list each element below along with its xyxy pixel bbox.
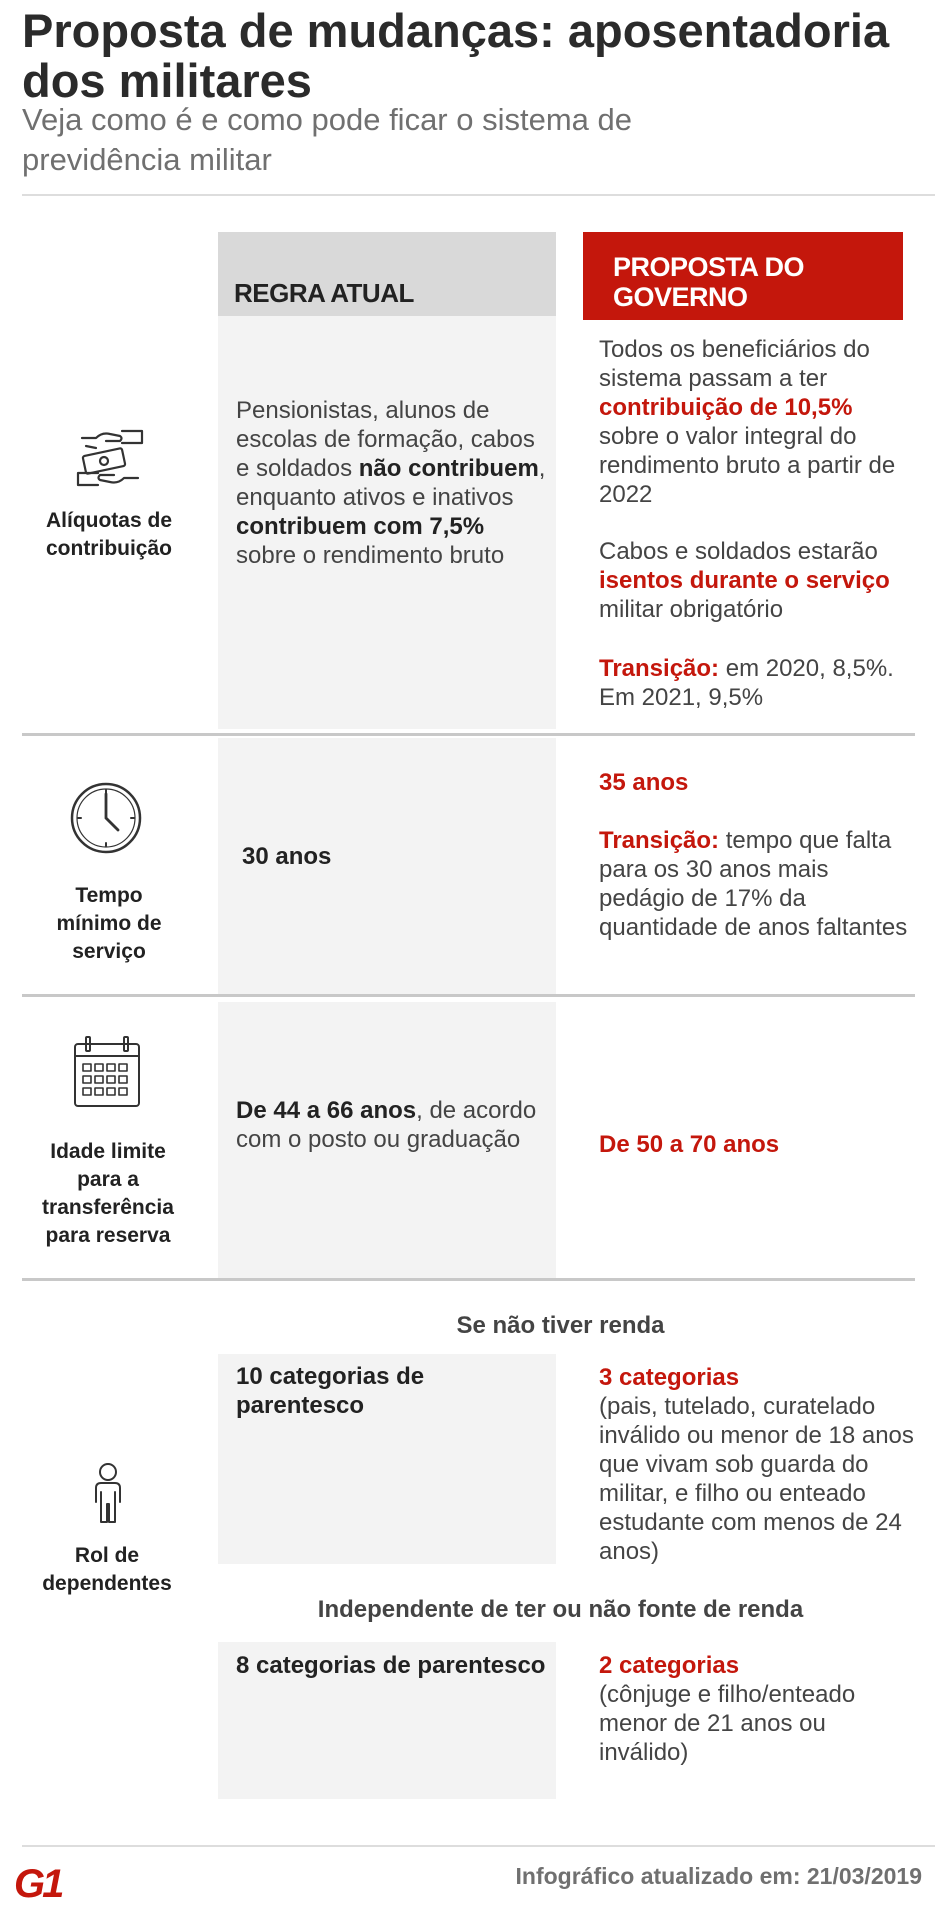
current-aliquotas-t1: Pensionistas, alunos de escolas de forma… xyxy=(236,397,535,482)
clock-icon xyxy=(68,780,144,856)
person-icon xyxy=(88,1462,128,1526)
g1-logo: G1 xyxy=(14,1862,74,1906)
proposal-tempo-transition: Transição: tempo que falta para os 30 an… xyxy=(599,826,917,942)
proposal-idade: De 50 a 70 anos xyxy=(599,1131,780,1158)
proposal-dep2-text: (cônjuge e filho/enteado menor de 21 ano… xyxy=(599,1681,856,1766)
proposal-aliquotas-p2b: isentos durante o serviço xyxy=(599,567,890,594)
footer-divider xyxy=(22,1845,935,1847)
current-idade: De 44 a 66 anos, de acordo com o posto o… xyxy=(236,1096,548,1154)
proposal-aliquotas-p1b: contribuição de 10,5% xyxy=(599,394,853,421)
calendar-icon xyxy=(72,1034,142,1110)
row-label-aliquotas: Alíquotas de contribuição xyxy=(45,509,172,560)
current-dep2: 8 categorias de parentesco xyxy=(236,1652,546,1679)
row-divider xyxy=(22,994,915,997)
proposal-aliquotas-p3: Transição: em 2020, 8,5%. Em 2021, 9,5% xyxy=(599,654,917,712)
current-bg-aliquotas xyxy=(218,316,556,729)
footer-updated: Infográfico atualizado em: 21/03/2019 xyxy=(515,1863,922,1889)
current-bg-idade xyxy=(218,1002,556,1280)
proposal-tempo-value: 35 anos xyxy=(599,769,689,796)
proposal-aliquotas-p2: Cabos e soldados estarão isentos durante… xyxy=(599,537,917,624)
current-aliquotas: Pensionistas, alunos de escolas de forma… xyxy=(236,396,546,570)
page-title: Proposta de mudanças: aposentadoria dos … xyxy=(22,4,890,107)
current-aliquotas-t3: sobre o rendimento bruto xyxy=(236,542,505,569)
proposal-tempo-tb: tempo que falta para os 30 anos mais ped… xyxy=(599,827,908,941)
header-divider xyxy=(22,194,935,196)
proposal-aliquotas-p1a: Todos os beneficiários do sistema passam… xyxy=(599,336,870,392)
current-dep1: 10 categorias de parentesco xyxy=(236,1363,425,1419)
money-hands-icon xyxy=(76,422,144,494)
current-aliquotas-b1: não contribuem xyxy=(358,455,539,482)
current-bg-dep1 xyxy=(218,1354,556,1564)
proposal-dep1-value: 3 categorias xyxy=(599,1364,740,1391)
column-header-proposal-label: PROPOSTA DO GOVERNO xyxy=(613,252,805,312)
current-bg-tempo xyxy=(218,738,556,994)
current-idade-t: , de acordo com o posto ou graduação xyxy=(236,1097,537,1153)
row-label-tempo: Tempo mínimo de serviço xyxy=(56,884,162,963)
proposal-aliquotas-p1c: sobre o valor integral do rendimento bru… xyxy=(599,423,896,508)
proposal-aliquotas-p2c: militar obrigatório xyxy=(599,596,784,623)
page-subtitle: Veja como é e como pode ficar o sistema … xyxy=(22,102,632,177)
current-bg-dep2 xyxy=(218,1642,556,1799)
current-idade-b: De 44 a 66 anos xyxy=(236,1097,417,1124)
proposal-dep1-text: (pais, tutelado, curatelado inválido ou … xyxy=(599,1393,914,1565)
row-label-idade: Idade limite para a transferência para r… xyxy=(42,1140,174,1247)
dependentes-subhead-sem-renda: Se não tiver renda xyxy=(456,1312,665,1339)
proposal-aliquotas-p1: Todos os beneficiários do sistema passam… xyxy=(599,335,917,509)
current-aliquotas-b2: contribuem com 7,5% xyxy=(236,513,485,540)
proposal-aliquotas-p3a: Transição: xyxy=(599,655,720,682)
row-divider xyxy=(22,733,915,736)
current-tempo: 30 anos xyxy=(242,843,332,870)
proposal-aliquotas-p3b: em 2020, 8,5%. Em 2021, 9,5% xyxy=(599,655,894,711)
dependentes-subhead-independente: Independente de ter ou não fonte de rend… xyxy=(317,1596,804,1623)
proposal-tempo-ta: Transição: xyxy=(599,827,720,854)
column-header-current: REGRA ATUAL xyxy=(218,232,556,316)
current-aliquotas-t2: , enquanto ativos e inativos xyxy=(236,455,546,511)
column-header-current-label: REGRA ATUAL xyxy=(234,278,414,308)
row-divider xyxy=(22,1278,915,1281)
proposal-aliquotas-p2a: Cabos e soldados estarão xyxy=(599,538,878,565)
row-label-dependentes: Rol de dependentes xyxy=(42,1544,172,1595)
svg-text:G1: G1 xyxy=(14,1862,63,1902)
proposal-dep2-value: 2 categorias xyxy=(599,1652,740,1679)
column-header-proposal: PROPOSTA DO GOVERNO xyxy=(583,232,903,320)
